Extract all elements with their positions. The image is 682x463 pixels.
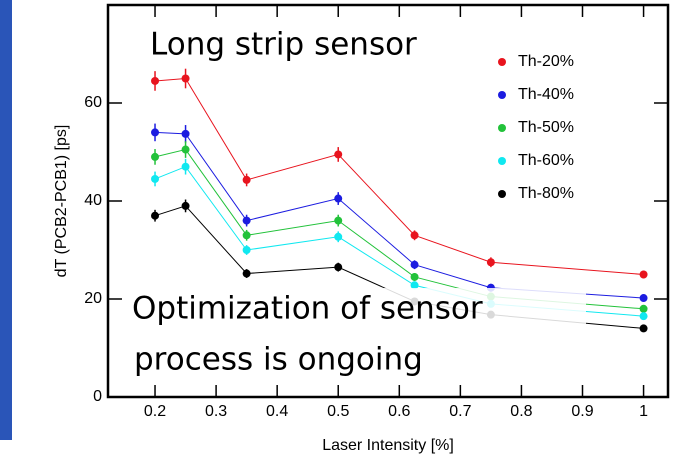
data-point	[181, 145, 190, 154]
x-axis-label: Laser Intensity [%]	[322, 437, 454, 454]
side-strip	[0, 0, 12, 440]
legend-label: Th-50%	[518, 119, 574, 136]
y-tick-label: 60	[84, 94, 102, 111]
x-tick-label: 0.2	[144, 403, 166, 420]
legend-label: Th-40%	[518, 86, 574, 103]
series-line	[154, 77, 644, 275]
legend-marker	[498, 124, 506, 132]
x-tick-label: 0.4	[266, 403, 288, 420]
legend-label: Th-80%	[518, 185, 574, 202]
data-point	[486, 258, 495, 267]
x-tick-label: 0.6	[388, 403, 410, 420]
annotation: process is ongoing	[134, 342, 423, 378]
data-point	[410, 272, 419, 281]
data-point	[181, 201, 190, 210]
x-tick-label: 0.3	[205, 403, 227, 420]
data-point	[334, 194, 343, 203]
annotation-bg	[128, 288, 586, 332]
data-point	[151, 211, 160, 220]
x-tick-label: 0.9	[571, 403, 593, 420]
data-point	[334, 232, 343, 241]
y-tick-label: 40	[84, 192, 102, 209]
data-point	[242, 269, 251, 278]
annotation-bg	[128, 336, 508, 384]
data-point	[639, 304, 648, 313]
legend-marker	[498, 91, 506, 99]
x-tick-label: 0.7	[449, 403, 471, 420]
annotation-bg	[148, 20, 478, 68]
data-point	[334, 216, 343, 225]
data-point	[151, 152, 160, 161]
data-point	[151, 174, 160, 183]
data-point	[242, 175, 251, 184]
data-point	[639, 270, 648, 279]
data-point	[334, 263, 343, 272]
data-point	[242, 246, 251, 254]
x-tick-label: 0.5	[327, 403, 349, 420]
data-point	[181, 162, 190, 171]
legend-label: Th-60%	[518, 152, 574, 169]
y-axis-label: dT (PCB2-PCB1) [ps]	[53, 125, 70, 278]
data-point	[410, 260, 419, 269]
legend-marker	[498, 58, 506, 66]
legend-marker	[498, 190, 506, 198]
data-point	[639, 312, 648, 321]
data-point	[639, 294, 648, 303]
x-tick-label: 0.8	[510, 403, 532, 420]
legend-marker	[498, 157, 506, 165]
data-point	[181, 74, 190, 83]
data-point	[242, 216, 251, 225]
legend-label: Th-20%	[518, 53, 574, 70]
data-point	[181, 129, 190, 138]
data-point	[242, 231, 251, 240]
data-point	[151, 128, 160, 137]
data-point	[151, 76, 160, 85]
data-point	[410, 231, 419, 240]
y-tick-label: 20	[84, 290, 102, 307]
data-point	[334, 150, 343, 159]
annotation: Long strip sensor	[150, 27, 417, 63]
annotation: Optimization of sensor	[132, 291, 483, 327]
series-line	[154, 148, 644, 310]
y-tick-label: 0	[93, 388, 102, 405]
data-point	[639, 324, 648, 333]
data-point	[410, 281, 419, 290]
x-tick-label: 1	[639, 403, 648, 420]
